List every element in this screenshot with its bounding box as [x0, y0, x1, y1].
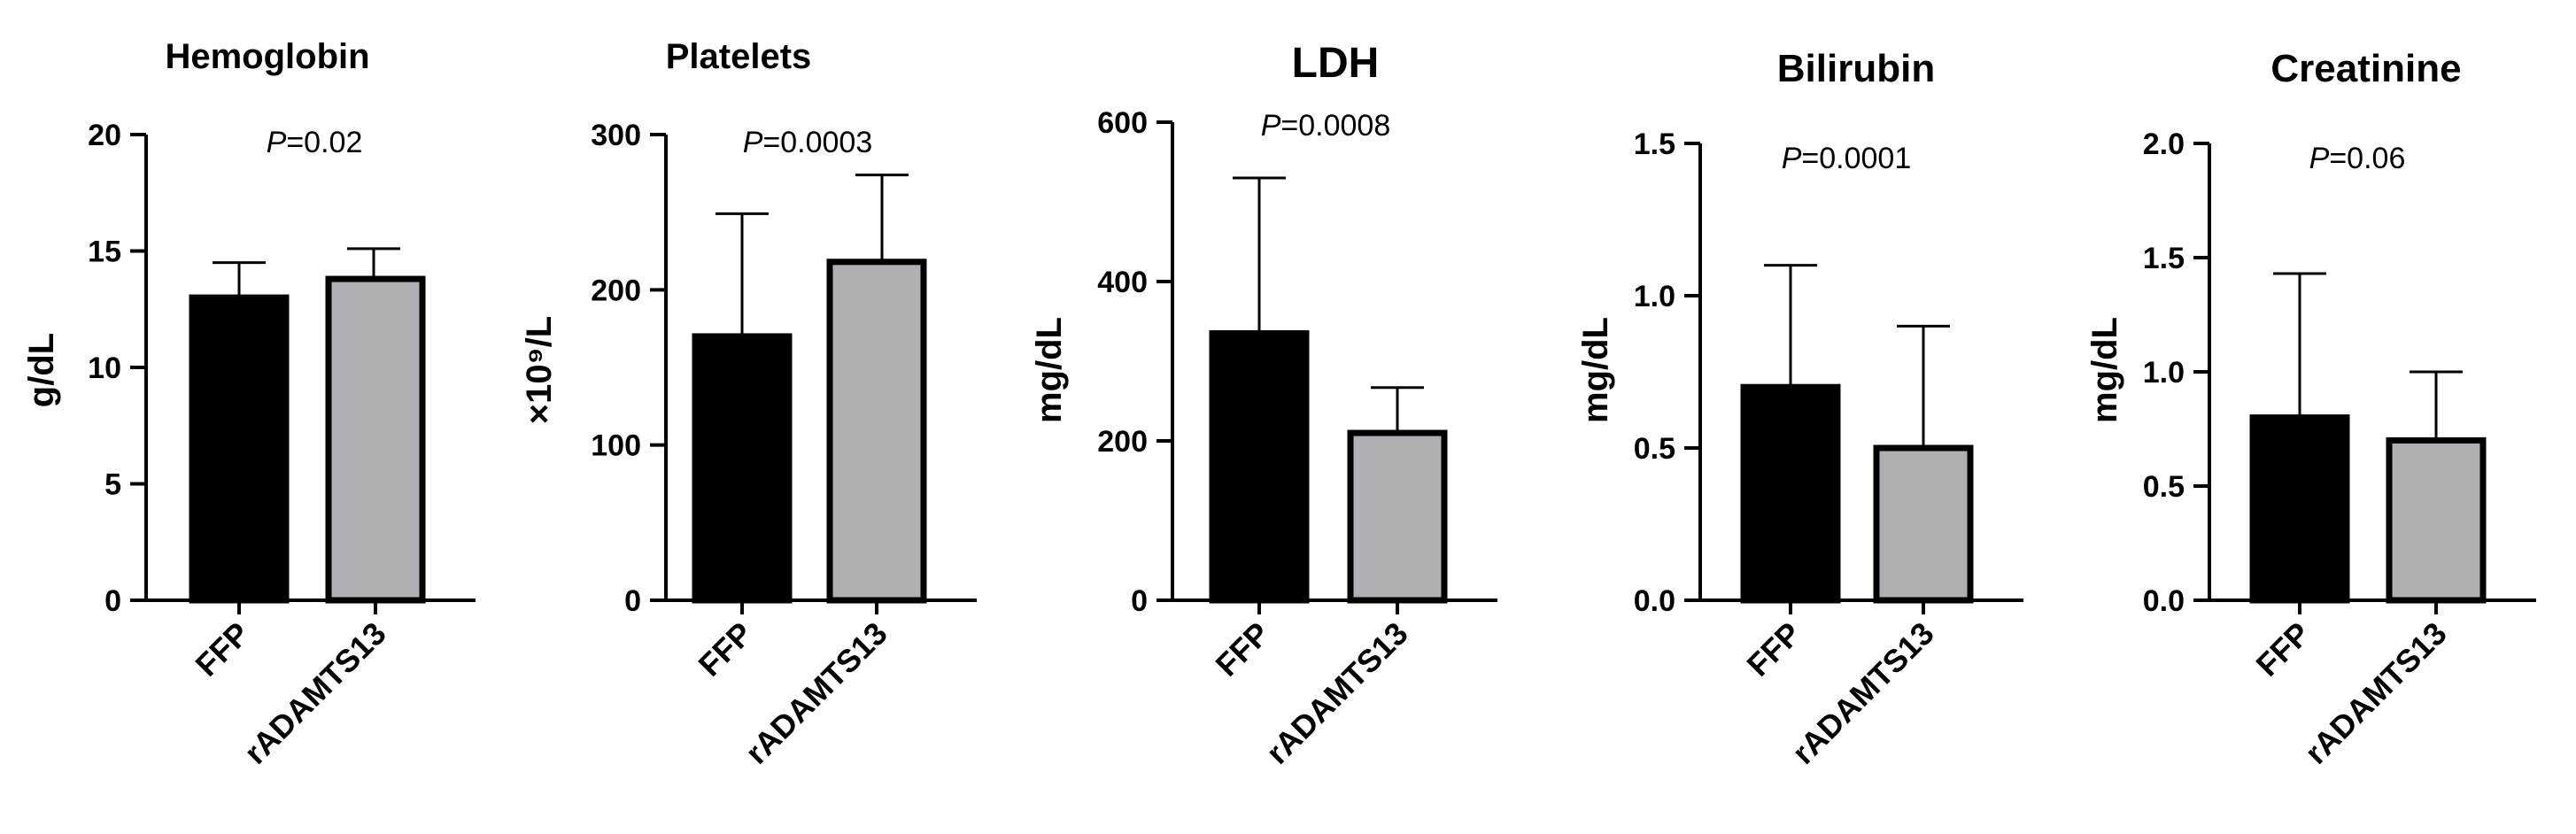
chart-title: Creatinine: [2270, 47, 2461, 90]
bar-radamts13: [826, 259, 927, 604]
x-category-label: rADAMTS13: [739, 615, 894, 771]
p-value-prefix: P: [743, 126, 763, 159]
y-tick-label: 2.0: [2143, 127, 2185, 161]
y-tick-label: 0.0: [2143, 584, 2185, 618]
p-value-number: =0.0008: [1280, 109, 1390, 143]
p-value-prefix: P: [267, 126, 287, 159]
y-axis-label: mg/dL: [2085, 317, 2124, 423]
y-axis-label: g/dL: [22, 333, 61, 407]
bar-radamts13: [325, 275, 426, 604]
chart-panel-creatinine: Creatinine mg/dL 0.0 0.5 1.0 1.5 2.0 FFPrADAMTS…: [2085, 47, 2536, 771]
chart-title: LDH: [1292, 40, 1380, 87]
p-value-annotation: P=0.0003: [743, 126, 873, 159]
x-category-label: FFP: [1740, 615, 1808, 683]
y-axis-label: mg/dL: [1030, 317, 1069, 423]
bar-ffp: [189, 294, 290, 604]
y-tick-label: 0.0: [1634, 584, 1675, 618]
y-tick-label: 400: [1097, 266, 1148, 299]
p-value-annotation: P=0.06: [2309, 142, 2406, 175]
chart-title: Bilirubin: [1777, 47, 1935, 90]
x-category-label: rADAMTS13: [1785, 615, 1941, 771]
y-tick-label: 5: [104, 468, 121, 502]
bar-radamts13: [1347, 429, 1448, 604]
x-category-label: rADAMTS13: [237, 615, 393, 771]
y-axis-label: mg/dL: [1576, 317, 1615, 423]
y-tick-label: 0: [104, 584, 121, 618]
y-tick-label: 1.5: [2143, 242, 2185, 275]
x-category-label: FFP: [189, 615, 257, 683]
y-tick-label: 0: [1131, 584, 1148, 618]
p-value-annotation: P=0.0008: [1261, 109, 1391, 143]
p-value-prefix: P: [1782, 142, 1802, 175]
bar-radamts13: [1873, 444, 1974, 604]
y-tick-label: 1.0: [1634, 280, 1675, 313]
y-tick-label: 300: [591, 119, 641, 152]
y-axis-label: ×10⁹/L: [520, 316, 559, 424]
y-tick-label: 1.0: [2143, 356, 2185, 390]
bar-ffp: [692, 333, 793, 604]
y-tick-label: 200: [591, 274, 641, 307]
x-category-label: FFP: [1209, 615, 1277, 683]
p-value-number: =0.02: [286, 126, 362, 159]
y-tick-label: 20: [88, 119, 121, 152]
bar-ffp: [2249, 414, 2350, 604]
p-value-number: =0.0001: [1801, 142, 1911, 175]
x-category-label: rADAMTS13: [2298, 615, 2454, 771]
y-tick-label: 0.5: [2143, 470, 2185, 504]
y-tick-label: 0.5: [1634, 432, 1675, 466]
p-value-number: =0.06: [2329, 142, 2405, 175]
x-category-label: FFP: [692, 615, 760, 683]
bar-ffp: [1209, 330, 1310, 604]
p-value-annotation: P=0.0001: [1782, 142, 1912, 175]
p-value-number: =0.0003: [762, 126, 872, 159]
p-value-annotation: P=0.02: [267, 126, 363, 159]
p-value-prefix: P: [1261, 109, 1281, 143]
bar-radamts13: [2386, 436, 2487, 604]
y-tick-label: 100: [591, 429, 641, 463]
y-tick-label: 10: [88, 351, 121, 385]
p-value-prefix: P: [2309, 142, 2330, 175]
y-tick-label: 1.5: [1634, 127, 1675, 161]
bar-ffp: [1740, 383, 1841, 604]
x-category-label: FFP: [2249, 615, 2317, 683]
chart-title: Platelets: [666, 37, 812, 76]
chart-title: Hemoglobin: [165, 37, 369, 76]
y-tick-label: 200: [1097, 425, 1148, 459]
y-tick-label: 0: [624, 584, 641, 618]
x-category-label: rADAMTS13: [1259, 615, 1415, 771]
y-tick-label: 600: [1097, 106, 1148, 140]
y-tick-label: 15: [88, 236, 121, 269]
